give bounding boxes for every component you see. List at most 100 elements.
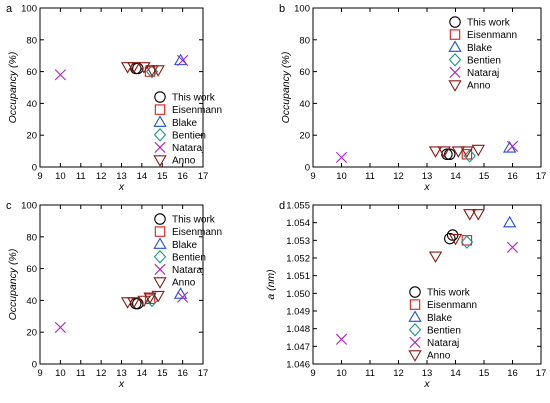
panel-label: c <box>6 200 12 212</box>
data-point <box>137 295 151 308</box>
data-point <box>444 148 456 161</box>
legend-marker <box>409 336 421 348</box>
chart-panel-c: 9 10 11 12 13 14 15 16 17 0 20 40 60 80 100 c x Occupancy… <box>6 200 222 390</box>
legend-marker <box>154 263 166 275</box>
x-tick-label: 15 <box>157 368 168 379</box>
chart-panel-d: 9 10 11 12 13 14 15 16 17 1.046 1.047 1.048 1.049 1.0… <box>265 200 546 390</box>
data-point <box>463 209 477 221</box>
y-tick-label: 60 <box>299 67 310 78</box>
legend-entry: Eisenmann <box>467 30 517 41</box>
y-tick-label: 60 <box>26 264 37 275</box>
x-tick-label: 9 <box>310 368 315 379</box>
legend-marker <box>408 350 422 362</box>
series-anno <box>120 290 165 309</box>
data-point <box>54 321 66 334</box>
x-tick-label: 16 <box>177 368 188 379</box>
legend-entry: Nataraj <box>172 265 204 276</box>
data-point <box>428 251 443 264</box>
legend-entry: Bentien <box>467 55 501 66</box>
panel-label: a <box>6 3 13 15</box>
legend-entry: Nataraj <box>172 143 204 154</box>
legend-marker <box>153 237 167 249</box>
chart-panel-b: 9 10 11 12 13 14 15 16 17 0 20 40 60 80 100 b x Occupancy… <box>279 3 546 193</box>
series-nataraj <box>54 54 189 81</box>
x-tick-label: 11 <box>365 368 375 379</box>
legend-marker <box>409 299 421 310</box>
series-anno <box>428 209 485 264</box>
y-tick-label: 1.055 <box>286 201 310 212</box>
y-tick-label: 100 <box>21 201 37 212</box>
legend-entry: Nataraj <box>427 338 459 349</box>
data-point <box>444 232 456 245</box>
y-tick-label: 1.051 <box>286 271 310 282</box>
x-tick-label: 11 <box>76 171 86 182</box>
data-point <box>471 144 485 157</box>
legend-entry: This work <box>172 215 216 226</box>
legend-marker <box>154 141 166 153</box>
data-point <box>151 290 165 303</box>
x-axis-label: x <box>423 181 430 193</box>
y-axis-label: Occupancy (%) <box>280 52 292 124</box>
legend-entry: Bentien <box>172 252 206 263</box>
y-axis-label: Occupancy (%) <box>7 52 19 124</box>
x-tick-label: 17 <box>536 368 547 379</box>
y-axis-label: a (nm) <box>265 269 277 299</box>
y-tick-label: 100 <box>21 4 37 15</box>
legend-marker <box>153 250 167 264</box>
series-blake <box>502 215 517 228</box>
legend-marker <box>449 66 461 78</box>
legend-marker <box>154 104 166 115</box>
y-tick-label: 60 <box>26 67 37 78</box>
series-blake <box>173 287 188 299</box>
x-tick-label: 12 <box>393 368 404 379</box>
legend-marker <box>154 226 166 237</box>
y-tick-label: 1.047 <box>286 342 310 353</box>
x-tick-label: 13 <box>116 171 127 182</box>
legend-marker <box>449 16 461 28</box>
legend-marker <box>153 155 167 167</box>
legend-marker <box>448 53 462 67</box>
x-tick-label: 14 <box>137 171 148 182</box>
panel-label: b <box>279 3 285 15</box>
data-point <box>335 151 348 164</box>
legend-marker <box>153 128 167 142</box>
x-tick-label: 17 <box>536 171 547 182</box>
y-tick-label: 40 <box>299 99 310 110</box>
legend-entry: Bentien <box>172 130 206 141</box>
x-tick-label: 15 <box>479 171 490 182</box>
y-tick-label: 20 <box>26 328 37 339</box>
x-tick-label: 14 <box>450 171 461 182</box>
legend-entry: Blake <box>172 118 197 129</box>
data-point <box>441 148 453 161</box>
x-tick-label: 17 <box>198 368 209 379</box>
x-tick-label: 15 <box>157 171 168 182</box>
legend-entry: Anno <box>427 351 451 362</box>
data-point <box>463 149 476 163</box>
y-tick-label: 40 <box>26 99 37 110</box>
x-axis-label: x <box>423 378 430 390</box>
x-tick-label: 10 <box>336 171 347 182</box>
series-anno <box>428 144 485 158</box>
data-point <box>448 233 463 246</box>
chart-panel-a: 9 10 11 12 13 14 15 16 17 0 20 40 60 80 100 a x Occupancy… <box>6 3 222 193</box>
legend-entry: Bentien <box>427 325 461 336</box>
y-tick-label: 1.052 <box>286 254 310 265</box>
legend-entry: Nataraj <box>467 68 499 79</box>
data-point <box>460 235 474 249</box>
x-tick-label: 14 <box>137 368 148 379</box>
legend-marker <box>153 115 167 127</box>
legend-entry: Blake <box>467 43 492 54</box>
x-tick-label: 10 <box>55 368 66 379</box>
legend-marker <box>448 80 462 92</box>
x-tick-label: 11 <box>76 368 86 379</box>
y-tick-label: 0 <box>32 163 37 174</box>
data-point <box>437 146 451 158</box>
legend-entry: Eisenmann <box>172 227 222 238</box>
legend-marker <box>154 213 166 225</box>
legend-marker <box>448 40 462 52</box>
